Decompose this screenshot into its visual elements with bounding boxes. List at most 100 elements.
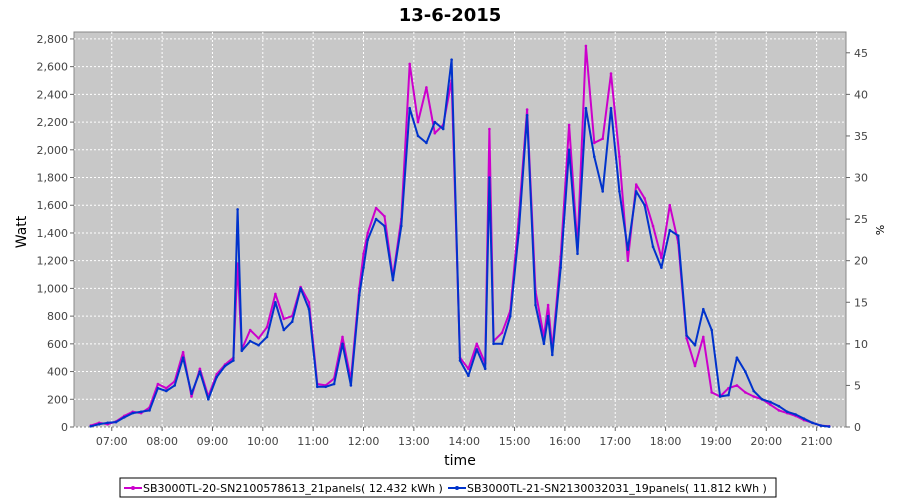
data-point [576,252,579,256]
x-tick-label: 07:00 [96,435,128,448]
data-point [752,389,755,393]
data-point [593,141,596,145]
x-tick-label: 20:00 [750,435,782,448]
data-point [626,259,630,263]
y2-tick-label: 5 [854,379,861,392]
y-tick-label: 600 [47,338,68,351]
data-point [97,422,101,426]
y-tick-label: 0 [61,421,68,434]
x-tick-label: 19:00 [700,435,732,448]
data-point [282,317,286,321]
x-tick-label: 12:00 [348,435,380,448]
legend-label-2: SB3000TL-21-SN2130032031_19panels( 11.81… [467,482,767,495]
data-point [307,307,311,311]
data-point [567,123,571,127]
x-tick-label: 17:00 [599,435,631,448]
data-point [341,335,344,339]
data-point [362,266,365,269]
data-point [257,337,260,340]
data-point [668,228,672,232]
data-point [366,238,370,242]
data-point [148,409,151,412]
series-lines [89,44,831,428]
data-point [299,287,302,290]
x-tick-label: 14:00 [448,435,480,448]
x-axis-ticks: 07:00 08:00 09:00 10:00 11:00 12:00 13:00 14:00… [96,427,833,448]
data-point [265,325,269,329]
data-point [735,384,739,387]
y2-axis-title: % [873,225,886,235]
y-tick-label: 1,800 [37,172,69,185]
y2-tick-label: 15 [854,296,868,309]
y-tick-label: 1,400 [37,227,69,240]
data-point [290,320,294,324]
data-point [240,349,244,353]
data-point [584,106,588,110]
data-point [727,393,730,397]
data-point [483,367,487,371]
data-point [786,410,789,414]
data-point [517,231,520,235]
x-tick-label: 21:00 [801,435,833,448]
data-point [408,62,412,66]
data-point [282,328,286,332]
data-point [534,303,537,307]
y-tick-label: 1,000 [37,282,69,295]
data-point [341,342,344,346]
data-point [693,364,697,368]
data-point [215,375,218,379]
data-point [601,137,604,140]
data-point [400,224,403,228]
data-point [349,384,353,387]
y2-axis-ticks: 0 5 10 15 20 25 30 35 40 45 [846,47,868,434]
data-point [827,425,831,428]
data-point [362,252,365,256]
data-point [777,404,781,408]
data-point [634,190,638,193]
data-point [609,72,613,75]
data-point [374,217,378,221]
data-point [660,256,663,260]
data-point [441,127,445,131]
data-point [626,248,630,251]
data-point [500,342,504,346]
data-point [651,224,655,228]
data-point [702,335,705,339]
data-point [156,382,160,386]
data-point [702,307,705,311]
data-point [458,359,462,362]
data-point [190,395,193,398]
y-tick-label: 2,200 [37,116,69,129]
y2-tick-label: 0 [854,421,861,434]
data-point [676,234,680,237]
x-tick-label: 10:00 [247,435,279,448]
data-point [198,370,202,373]
legend-marker-1 [131,486,135,490]
data-point [593,155,596,158]
data-point [643,197,646,200]
data-point [735,356,739,360]
data-point [173,384,176,387]
data-point [391,278,395,282]
data-point [374,206,378,210]
y-tick-label: 2,800 [37,33,69,46]
y-tick-label: 2,400 [37,88,69,101]
data-point [89,425,93,428]
data-point [425,86,428,89]
x-tick-label: 16:00 [549,435,581,448]
data-point [316,385,319,389]
data-point [139,410,143,414]
data-point [542,342,546,346]
x-tick-label: 13:00 [398,435,430,448]
data-point [546,314,550,318]
data-point [811,421,814,425]
data-point [618,190,621,193]
data-point [408,106,412,110]
data-point [760,398,764,401]
data-point [366,231,370,235]
x-tick-label: 08:00 [146,435,178,448]
legend: SB3000TL-20-SN2100578613_21panels( 12.43… [119,477,777,498]
data-point [307,301,311,304]
legend-marker-2 [455,486,459,490]
